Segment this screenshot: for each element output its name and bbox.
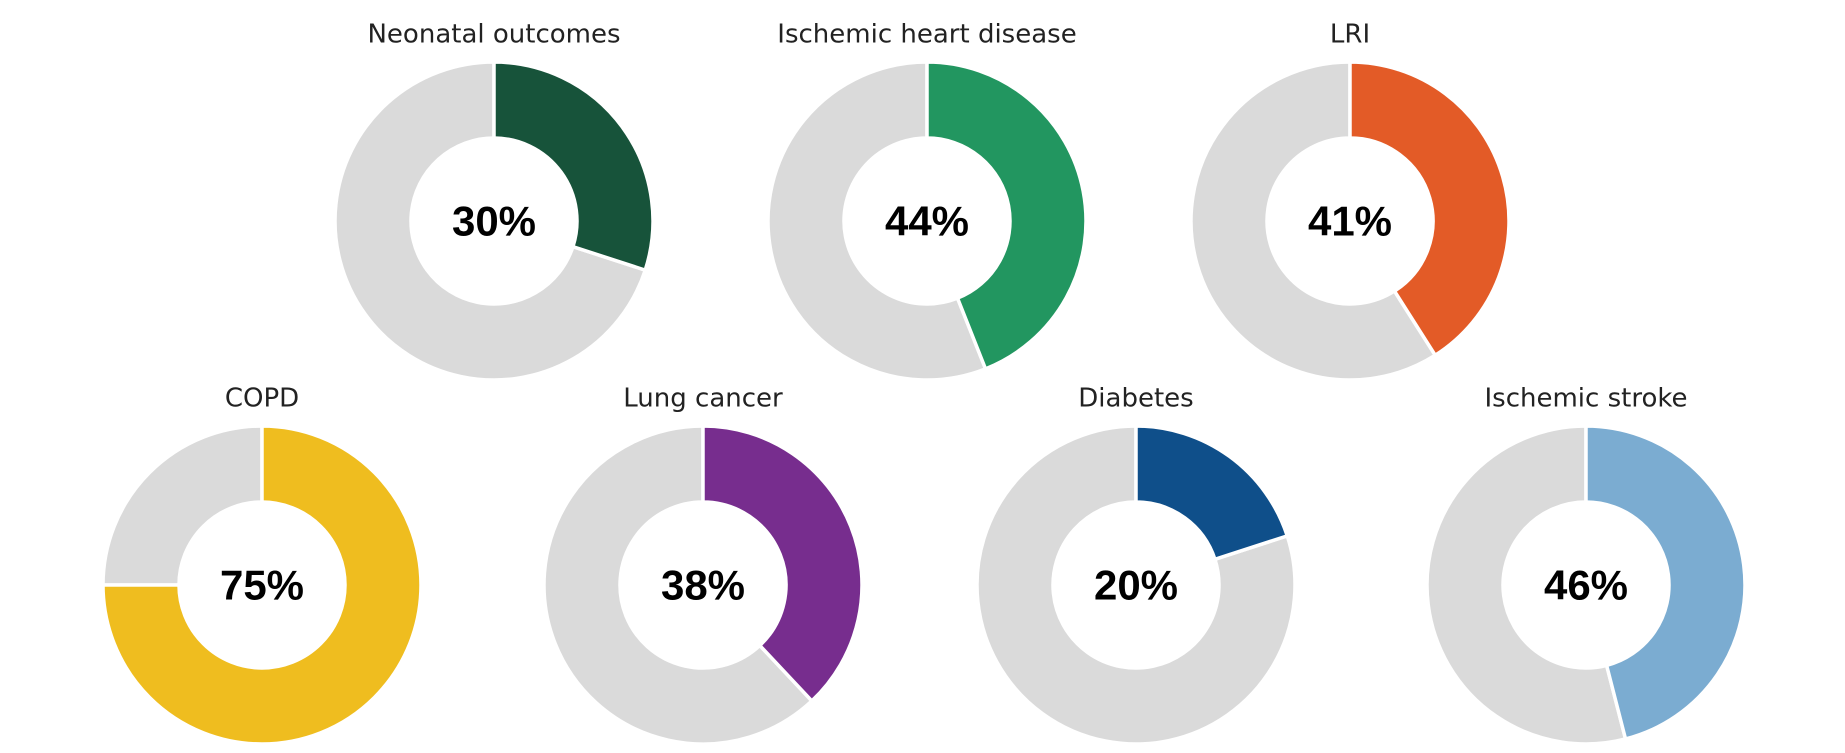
center-label: 38%	[661, 562, 745, 609]
donut-chart: Diabetes 20%	[975, 384, 1297, 746]
donut-chart: Lung cancer 38%	[542, 384, 864, 746]
chart-title: Neonatal outcomes	[367, 20, 620, 50]
donut-segment	[1584, 424, 1747, 742]
chart-title: LRI	[1330, 20, 1370, 50]
donut-segment	[701, 424, 864, 704]
donut-segment	[492, 60, 655, 273]
center-label: 30%	[452, 198, 536, 245]
donut-segment	[101, 424, 423, 746]
donut-remainder	[975, 424, 1297, 746]
center-label: 20%	[1094, 562, 1178, 609]
donut-chart: Ischemic heart disease 44%	[766, 20, 1088, 382]
chart-title: Ischemic stroke	[1485, 384, 1688, 414]
donut-chart: LRI 41%	[1189, 20, 1511, 382]
center-label: 41%	[1308, 198, 1392, 245]
chart-title: COPD	[225, 384, 299, 414]
donut-chart: COPD 75%	[101, 384, 423, 746]
donut-segment	[925, 60, 1088, 372]
donut-remainder	[542, 424, 815, 746]
donut-remainder	[1189, 60, 1438, 382]
donut-chart: Ischemic stroke 46%	[1425, 384, 1747, 746]
center-label: 46%	[1544, 562, 1628, 609]
center-label: 75%	[220, 562, 304, 609]
center-label: 44%	[885, 198, 969, 245]
chart-title: Lung cancer	[623, 384, 783, 414]
donut-remainder	[101, 424, 264, 587]
donut-segment	[1134, 424, 1290, 562]
donut-remainder	[333, 60, 648, 382]
chart-title: Ischemic heart disease	[777, 20, 1076, 50]
donut-segment	[1348, 60, 1511, 358]
chart-title: Diabetes	[1078, 384, 1193, 414]
donut-chart: Neonatal outcomes 30%	[333, 20, 655, 382]
donut-remainder	[1425, 424, 1628, 746]
donut-remainder	[766, 60, 988, 382]
